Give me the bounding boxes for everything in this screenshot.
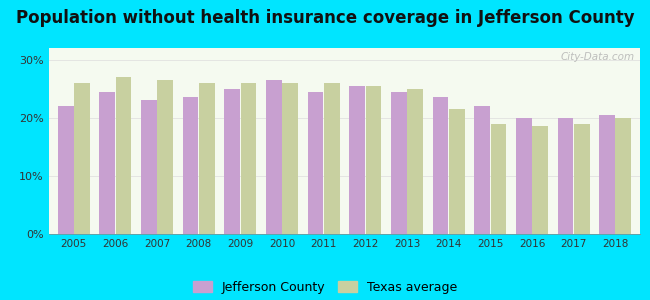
Bar: [240, 83, 256, 234]
Text: City-Data.com: City-Data.com: [560, 52, 634, 62]
Bar: [224, 89, 240, 234]
Bar: [199, 83, 215, 234]
Bar: [307, 92, 324, 234]
Bar: [491, 124, 506, 234]
Bar: [532, 127, 548, 234]
Bar: [324, 83, 340, 234]
Bar: [433, 98, 448, 234]
Bar: [74, 83, 90, 234]
Bar: [391, 92, 407, 234]
Bar: [449, 109, 465, 234]
Bar: [349, 86, 365, 234]
Bar: [516, 118, 532, 234]
Bar: [183, 98, 198, 234]
Bar: [99, 92, 115, 234]
Bar: [282, 83, 298, 234]
Bar: [58, 106, 73, 234]
Text: Population without health insurance coverage in Jefferson County: Population without health insurance cove…: [16, 9, 634, 27]
Legend: Jefferson County, Texas average: Jefferson County, Texas average: [193, 281, 457, 294]
Bar: [365, 86, 382, 234]
Bar: [266, 80, 282, 234]
Bar: [574, 124, 590, 234]
Bar: [407, 89, 423, 234]
Bar: [558, 118, 573, 234]
Bar: [616, 118, 631, 234]
Bar: [599, 115, 615, 234]
Bar: [474, 106, 490, 234]
Bar: [141, 100, 157, 234]
Bar: [116, 77, 131, 234]
Bar: [157, 80, 173, 234]
